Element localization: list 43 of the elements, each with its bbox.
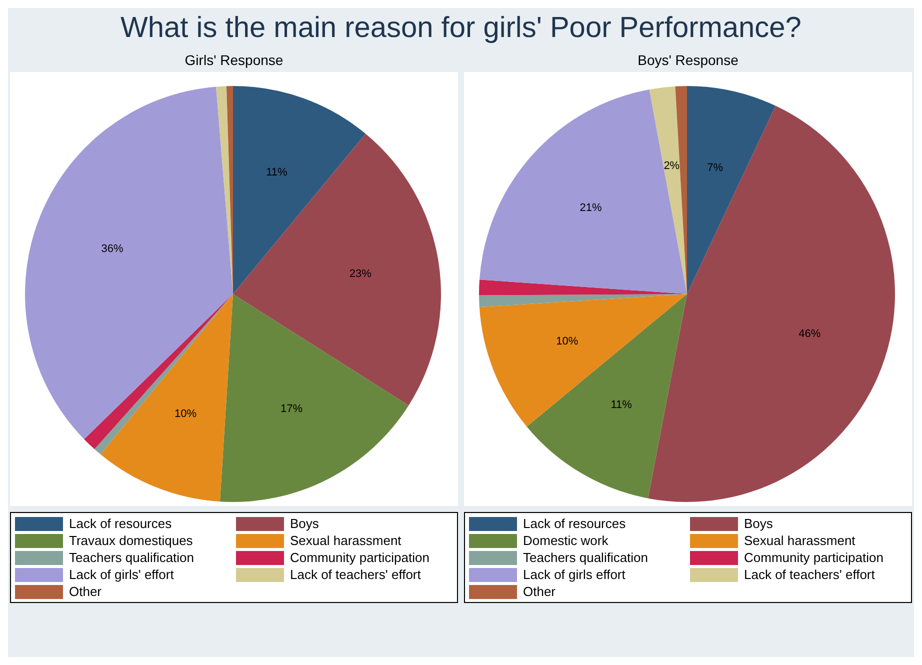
legend-label: Community participation bbox=[744, 550, 884, 565]
data-label: 23% bbox=[349, 268, 372, 280]
data-label: 10% bbox=[174, 408, 197, 420]
legend-label: Travaux domestiques bbox=[69, 533, 193, 548]
legend-label: Sexual harassment bbox=[290, 533, 402, 548]
data-label: 10% bbox=[556, 335, 578, 348]
legend-label: Other bbox=[69, 584, 102, 599]
legend-label: Teachers qualification bbox=[523, 550, 648, 565]
legend-label: Other bbox=[523, 584, 556, 599]
data-label: 11% bbox=[266, 166, 288, 179]
data-label: 2% bbox=[664, 160, 680, 172]
legend-label: Lack of teachers' effort bbox=[744, 567, 875, 582]
legend-label: Teachers qualification bbox=[69, 550, 194, 565]
pie-slice bbox=[479, 294, 687, 427]
legend-label: Domestic work bbox=[523, 533, 608, 548]
pie-slice bbox=[100, 294, 233, 502]
data-label: 11% bbox=[610, 399, 632, 411]
pie-slice bbox=[233, 134, 441, 406]
data-label: 36% bbox=[101, 242, 124, 255]
legend-label: Lack of girls' effort bbox=[69, 567, 174, 582]
pie-slice bbox=[220, 294, 409, 502]
chart-title: What is the main reason for girls' Poor Performance? bbox=[120, 12, 802, 46]
pie-slice bbox=[479, 89, 687, 294]
legend-label: Lack of girls effort bbox=[523, 567, 626, 582]
data-label: 21% bbox=[580, 202, 602, 214]
chart-subtitle: Boys' Response bbox=[636, 52, 740, 70]
pie-slice bbox=[687, 86, 776, 294]
legend-label: Lack of resources bbox=[69, 516, 172, 531]
data-label: 17% bbox=[280, 402, 303, 415]
pie-slice bbox=[526, 294, 687, 498]
chart-subtitle: Girls' Response bbox=[184, 52, 284, 70]
data-label: 7% bbox=[707, 162, 724, 174]
pie-slice bbox=[649, 86, 687, 294]
pie-slice bbox=[648, 106, 895, 502]
legend-label: Lack of resources bbox=[523, 516, 626, 531]
legend-label: Sexual harassment bbox=[744, 533, 856, 548]
pie-slice bbox=[25, 86, 233, 440]
data-label: 46% bbox=[798, 328, 821, 340]
legend-label: Lack of teachers' effort bbox=[290, 567, 421, 582]
legend-label: Boys bbox=[744, 516, 773, 531]
legend-label: Community participation bbox=[290, 550, 430, 565]
legend-label: Boys bbox=[290, 516, 319, 531]
pie-slice bbox=[216, 86, 233, 294]
